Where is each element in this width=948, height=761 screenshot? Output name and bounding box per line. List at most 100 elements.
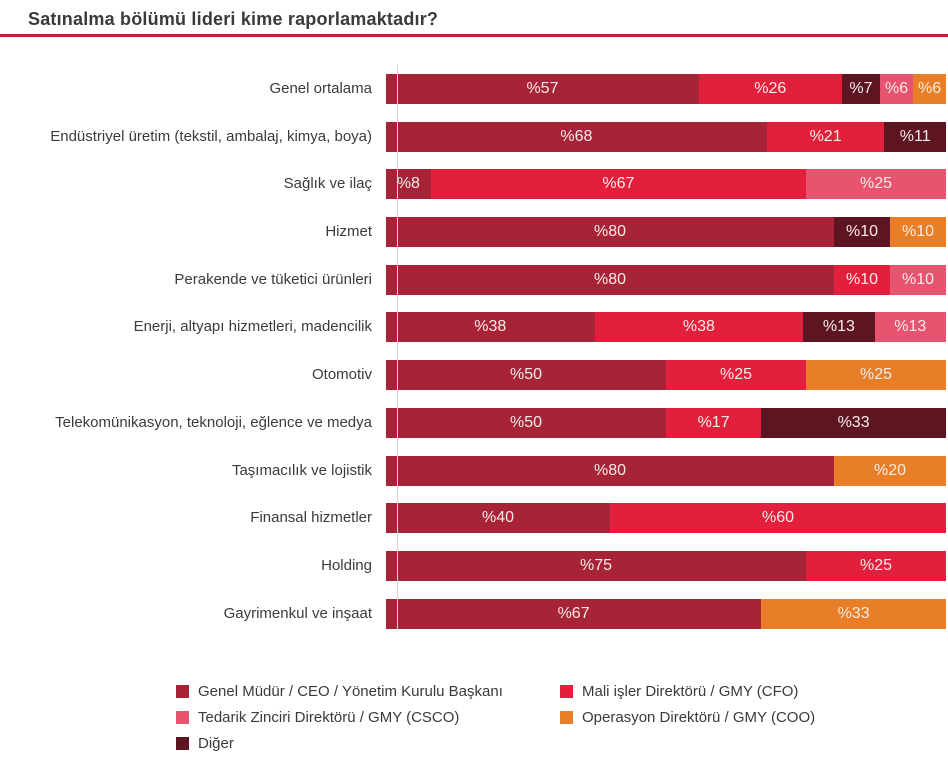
bar-segment-ceo: %8 xyxy=(386,169,431,200)
category-label: Perakende ve tüketici ürünleri xyxy=(174,270,372,288)
chart-row: Endüstriyel üretim (tekstil, ambalaj, ki… xyxy=(0,121,946,152)
legend-item-diger: Diğer xyxy=(176,731,560,757)
bar-segment-csco: %13 xyxy=(874,312,946,343)
category-label: Sağlık ve ilaç xyxy=(283,175,372,193)
bar-segment-value: %50 xyxy=(509,413,543,431)
bar-segment-cfo: %10 xyxy=(834,264,890,295)
bar-segment-value: %75 xyxy=(579,556,613,574)
chart-row: Genel ortalama %57 %26 %7 %6 %6 xyxy=(0,74,946,104)
bar-segment-value: %25 xyxy=(859,366,893,384)
bar-segment-value: %50 xyxy=(509,366,543,384)
bar-segment-value: %10 xyxy=(845,270,879,288)
bar-segment-value: %10 xyxy=(845,223,879,241)
bar-segment-value: %33 xyxy=(837,604,870,622)
bar-segment-value: %60 xyxy=(761,509,795,527)
chart-row: Taşımacılık ve lojistik %80 %20 xyxy=(0,455,946,486)
category-label: Finansal hizmetler xyxy=(250,509,372,527)
category-label: Genel ortalama xyxy=(269,80,372,97)
bar-segment-value: %38 xyxy=(682,318,715,336)
stacked-bar: %8 %67 %25 xyxy=(386,169,946,200)
bar-segment-value: %17 xyxy=(697,413,730,431)
bar-segment-coo: %25 xyxy=(806,360,946,391)
category-label: Gayrimenkul ve inşaat xyxy=(223,604,372,622)
bar-segment-ceo: %50 xyxy=(386,360,666,391)
bar-segment-value: %38 xyxy=(474,318,507,336)
bar-segment-diger: %13 xyxy=(803,312,875,343)
bar-segment-cfo: %60 xyxy=(610,503,946,534)
category-label: Otomotiv xyxy=(311,366,372,384)
stacked-bar: %67 %33 xyxy=(386,598,946,629)
category-label: Enerji, altyapı hizmetleri, madencilik xyxy=(133,318,372,336)
chart-row: Sağlık ve ilaç %8 %67 %25 xyxy=(0,169,946,200)
bar-segment-cfo: %25 xyxy=(666,360,806,391)
bar-segment-value: %10 xyxy=(901,270,935,288)
bar-segment-value: %25 xyxy=(719,366,753,384)
bar-segment-value: %7 xyxy=(849,80,873,97)
chart-row: Hizmet %80 %10 %10 xyxy=(0,217,946,248)
bar-segment-diger: %10 xyxy=(834,217,890,248)
bar-segment-value: %80 xyxy=(593,270,627,288)
chart-legend: Genel Müdür / CEO / Yönetim Kurulu Başka… xyxy=(176,679,948,757)
bar-segment-cfo: %26 xyxy=(698,74,842,104)
bar-segment-cfo: %17 xyxy=(666,407,762,438)
stacked-bar: %57 %26 %7 %6 %6 xyxy=(386,74,946,104)
bar-segment-value: %67 xyxy=(557,604,590,622)
bar-segment-cfo: %67 xyxy=(430,169,806,200)
legend-item-cfo: Mali işler Direktörü / GMY (CFO) xyxy=(560,679,815,705)
category-label: Taşımacılık ve lojistik xyxy=(231,461,372,479)
legend-swatch-icon xyxy=(560,711,573,725)
legend-label: Mali işler Direktörü / GMY (CFO) xyxy=(582,683,799,701)
stacked-bar: %80 %10 %10 xyxy=(386,217,946,248)
stacked-bar: %68 %21 %11 xyxy=(386,121,946,152)
legend-item-coo: Operasyon Direktörü / GMY (COO) xyxy=(560,705,815,731)
bar-segment-cfo: %21 xyxy=(766,121,885,152)
bar-segment-ceo: %80 xyxy=(386,455,834,486)
chart-row: Otomotiv %50 %25 %25 xyxy=(0,360,946,391)
stacked-bar: %40 %60 xyxy=(386,503,946,534)
legend-item-csco: Tedarik Zinciri Direktörü / GMY (CSCO) xyxy=(176,705,560,731)
bar-segment-csco: %6 xyxy=(880,74,914,104)
bar-segment-ceo: %80 xyxy=(386,264,834,295)
bar-segment-value: %6 xyxy=(885,80,909,97)
stacked-bar: %50 %25 %25 xyxy=(386,360,946,391)
category-label: Telekomünikasyon, teknoloji, eğlence ve … xyxy=(55,413,372,431)
bar-segment-ceo: %67 xyxy=(386,598,762,629)
bar-segment-value: %26 xyxy=(754,80,787,97)
bar-segment-value: %57 xyxy=(526,80,559,97)
bar-segment-value: %21 xyxy=(809,127,842,145)
legend-label: Diğer xyxy=(198,735,234,753)
chart-row: Finansal hizmetler %40 %60 xyxy=(0,503,946,534)
chart-row: Telekomünikasyon, teknoloji, eğlence ve … xyxy=(0,407,946,438)
bar-segment-value: %6 xyxy=(917,80,942,97)
legend-swatch-icon xyxy=(176,737,189,751)
bar-segment-value: %13 xyxy=(894,318,927,336)
chart-row: Holding %75 %25 xyxy=(0,550,946,581)
bar-segment-ceo: %50 xyxy=(386,407,666,438)
bar-segment-ceo: %75 xyxy=(386,550,806,581)
legend-label: Genel Müdür / CEO / Yönetim Kurulu Başka… xyxy=(198,683,503,701)
legend-swatch-icon xyxy=(560,685,573,699)
chart-row: Perakende ve tüketici ürünleri %80 %10 %10 xyxy=(0,264,946,295)
category-label: Endüstriyel üretim (tekstil, ambalaj, ki… xyxy=(50,127,372,145)
stacked-bar: %75 %25 xyxy=(386,550,946,581)
bar-segment-diger: %33 xyxy=(761,407,946,438)
chart-header: Satınalma bölümü lideri kime raporlamakt… xyxy=(0,0,948,30)
bar-segment-diger: %11 xyxy=(884,121,946,152)
stacked-bar-chart: Genel ortalama %57 %26 %7 %6 %6 Endüstriyel ür… xyxy=(0,65,946,631)
stacked-bar: %38 %38 %13 %13 xyxy=(386,312,946,343)
chart-row: Enerji, altyapı hizmetleri, madencilik %3… xyxy=(0,312,946,343)
bar-segment-ceo: %40 xyxy=(386,503,610,534)
bar-segment-value: %68 xyxy=(560,127,593,145)
legend-swatch-icon xyxy=(176,685,189,699)
chart-row: Gayrimenkul ve inşaat %67 %33 xyxy=(0,598,946,629)
y-axis-line xyxy=(397,65,398,631)
legend-label: Tedarik Zinciri Direktörü / GMY (CSCO) xyxy=(198,709,460,727)
bar-segment-value: %25 xyxy=(859,556,893,574)
bar-segment-ceo: %38 xyxy=(386,312,595,343)
bar-segment-diger: %7 xyxy=(841,74,881,104)
bar-segment-value: %10 xyxy=(901,223,935,241)
title-underline-rule xyxy=(0,34,948,37)
bar-segment-value: %8 xyxy=(396,175,420,193)
category-label: Holding xyxy=(321,556,372,574)
